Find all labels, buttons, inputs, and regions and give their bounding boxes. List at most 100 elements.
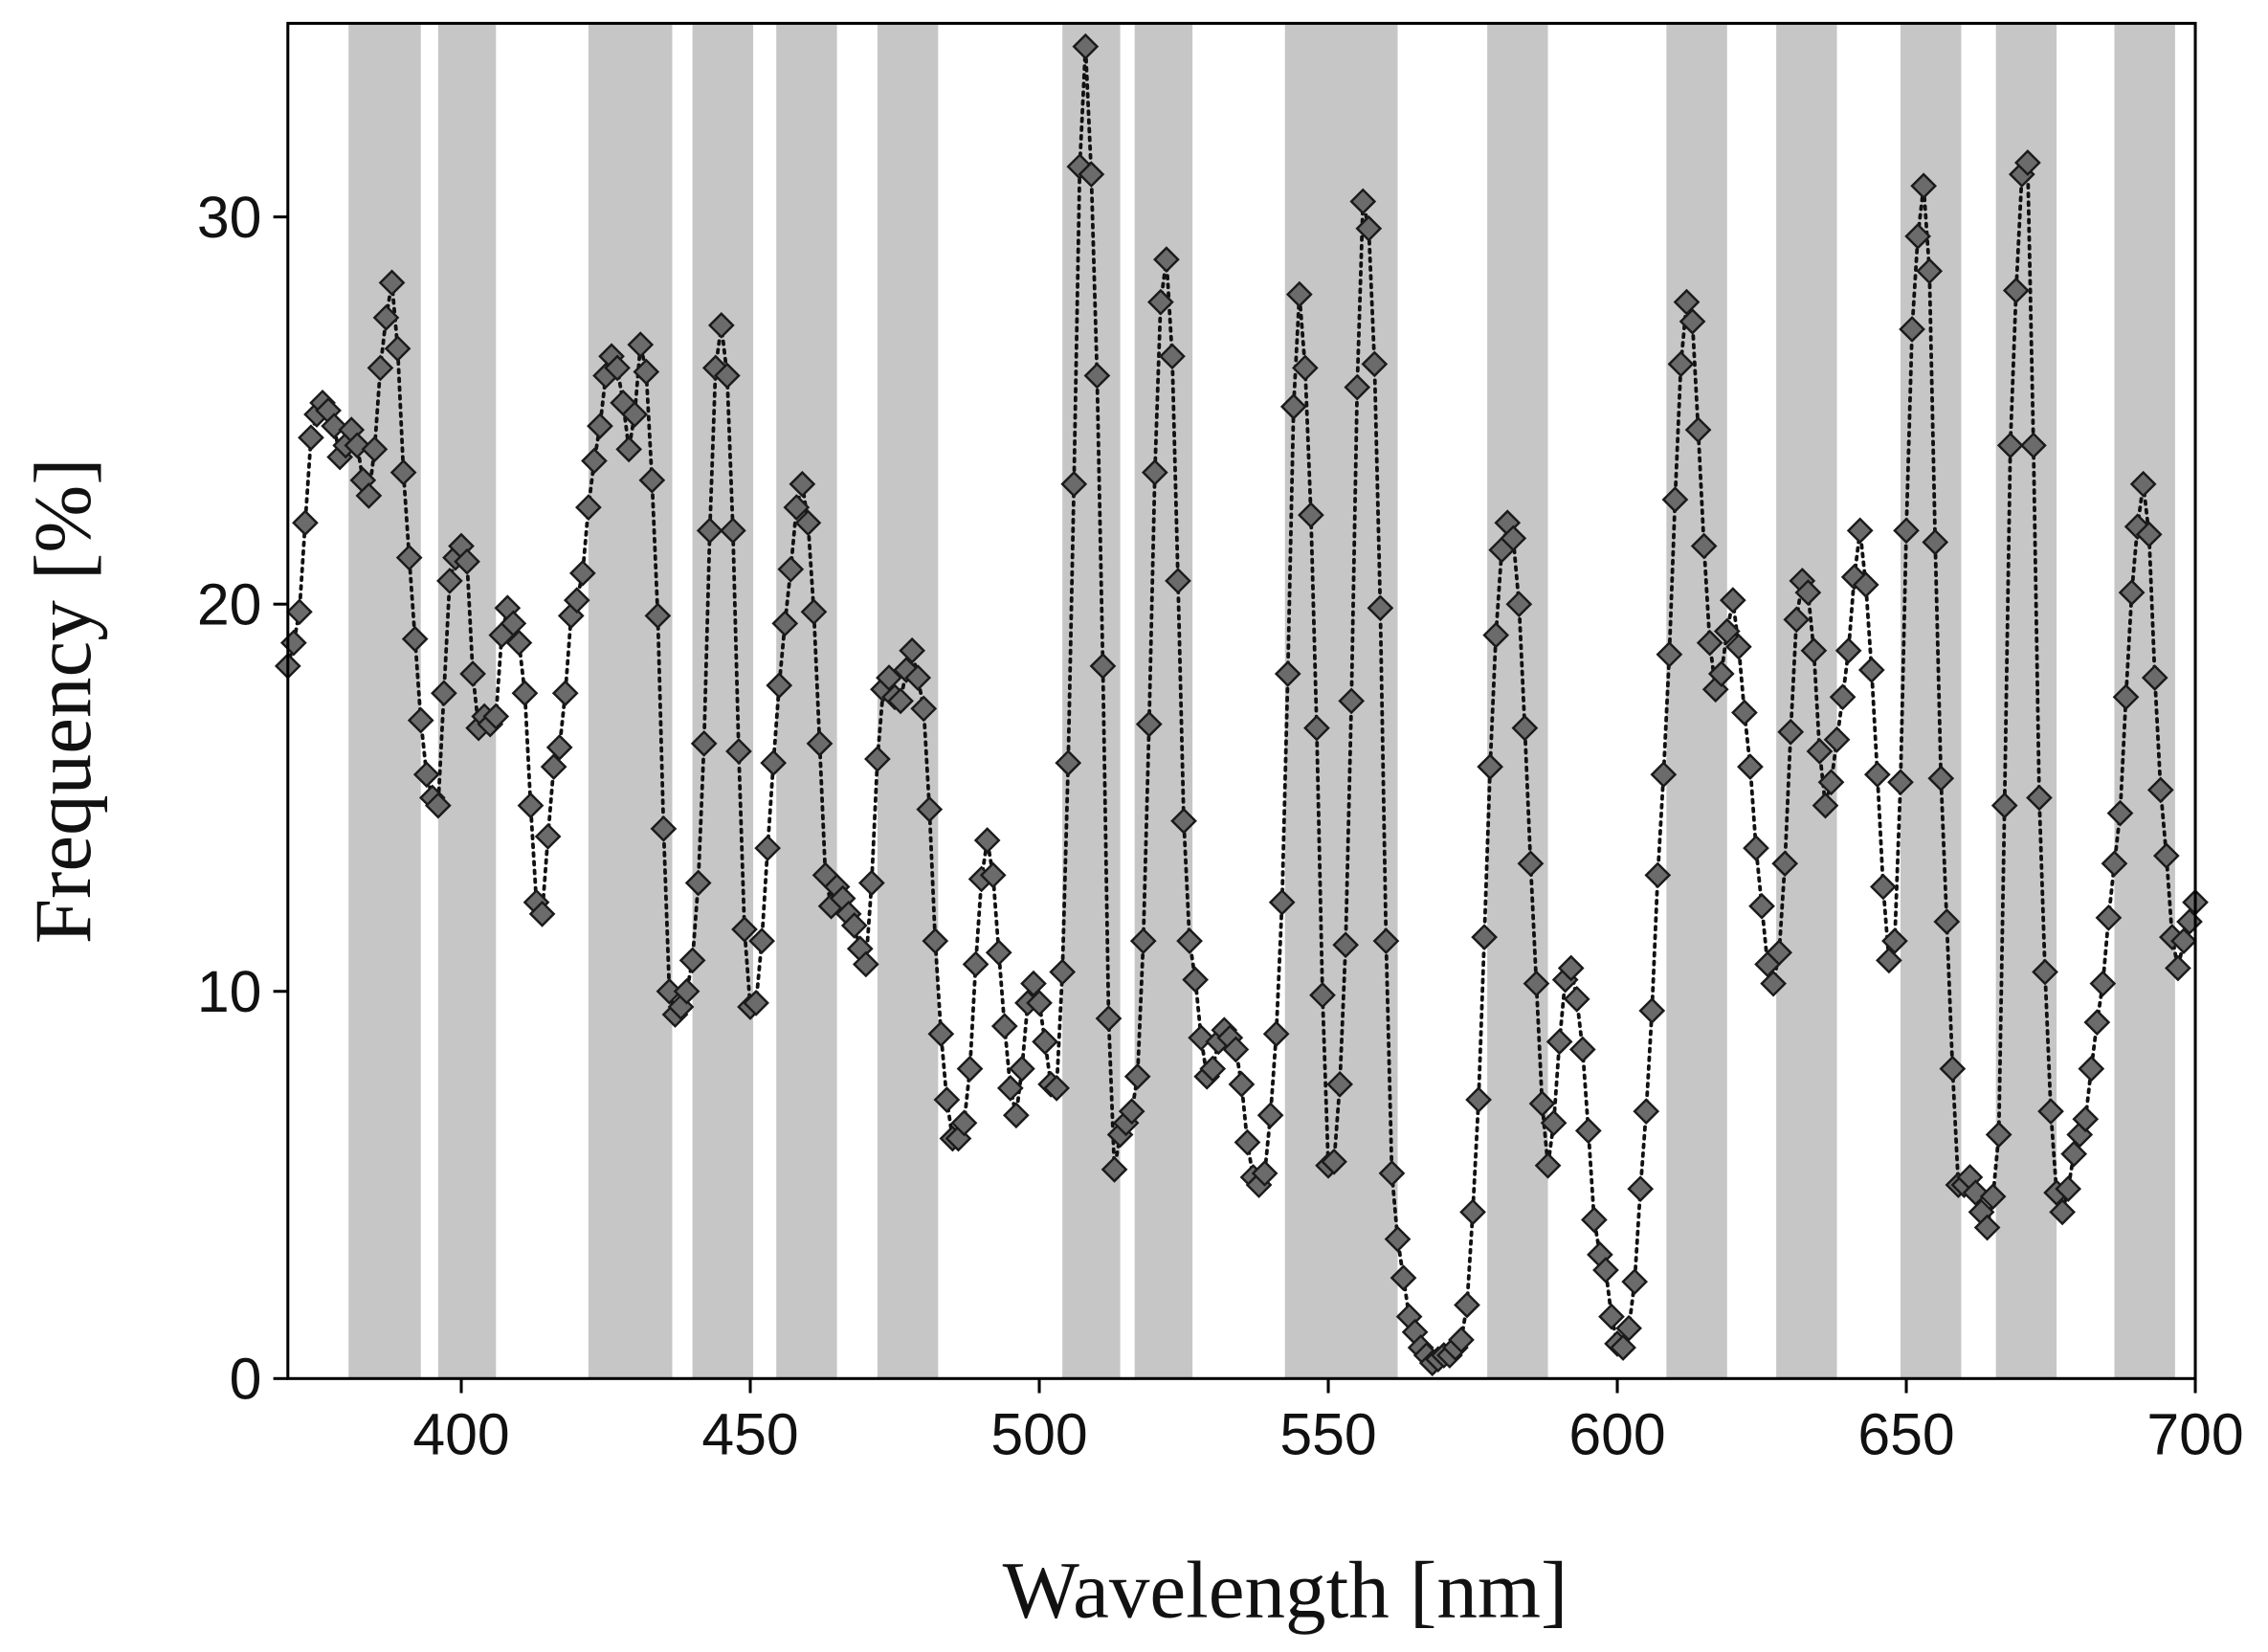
data-point [1834,636,1862,664]
band [1666,23,1727,1379]
data-point [1170,807,1197,835]
data-point [389,458,417,486]
data-point [2013,149,2041,176]
data-point [361,435,389,463]
data-point [1291,354,1319,382]
data-point [372,303,400,331]
data-point [1748,892,1775,920]
data-point [1020,970,1047,997]
data-point [644,602,672,630]
data-point [1465,1086,1492,1113]
data-point [1667,350,1695,378]
data-point [1962,1179,1990,1206]
band [1134,23,1193,1379]
data-point [1454,1291,1480,1319]
data-point [800,598,828,626]
data-point [2176,908,2203,935]
band [776,23,837,1379]
data-point [1390,1264,1417,1291]
data-point [1823,726,1851,753]
data-point [910,695,938,723]
data-point [777,555,805,583]
data-point [1673,288,1701,316]
data-point [2037,1098,2064,1126]
data-point [1927,765,1955,793]
data-point [1979,1183,2007,1211]
data-point [1256,1102,1284,1129]
x-tick-label: 700 [2146,1401,2243,1466]
data-point [707,312,735,339]
data-point [1783,606,1811,634]
data-point [1043,1075,1071,1102]
data-point [1852,571,1879,598]
data-point [545,734,573,761]
data-point [1990,792,2018,819]
data-point [1274,660,1301,687]
data-point [1517,850,1545,878]
data-point [1182,966,1209,993]
y-axis-title: Frequency [%] [18,458,108,944]
data-point [424,792,452,819]
x-tick-label: 400 [412,1401,509,1466]
data-point [395,544,423,571]
data-point [1009,1055,1035,1083]
data-point [2152,842,2180,870]
data-point [1743,835,1769,861]
data-point [1568,1036,1596,1063]
data-point [1078,161,1105,189]
data-point [378,269,406,297]
data-point [431,680,457,707]
x-tick-label: 550 [1279,1401,1376,1466]
data-point [1032,1028,1058,1056]
data-point [1876,947,1902,974]
data-point [725,738,752,765]
data-point [1725,633,1752,660]
data-point [1621,1268,1649,1296]
data-point [1996,432,2024,459]
data-point [500,610,527,637]
data-point [950,1109,978,1137]
data-point [1378,1160,1406,1187]
data-point [1985,1121,2012,1149]
data-point [985,939,1012,967]
data-point [673,977,700,1005]
data-point [321,413,348,439]
data-point [557,602,585,630]
data-point [1234,1128,1261,1156]
data-point [1471,924,1498,950]
data-point [1135,710,1163,738]
data-point [754,835,782,861]
data-point [581,447,608,475]
data-point [412,761,440,789]
data-point [1089,653,1117,680]
data-point [927,1020,955,1048]
data-point [1812,792,1839,819]
data-point [1055,749,1082,776]
data-point [1899,316,1925,343]
data-point [678,947,706,974]
data-point [1563,985,1590,1013]
data-point [1638,997,1666,1024]
band [348,23,421,1379]
data-point [1332,931,1360,959]
data-point [2055,1175,2082,1202]
data-point [840,912,868,939]
data-point [1072,33,1100,60]
data-point [887,687,914,715]
data-point [1448,1326,1475,1353]
data-point [627,331,655,359]
data-point [344,432,371,459]
data-point [962,950,989,978]
data-point [534,823,562,850]
data-point [1846,517,1874,545]
data-point [2135,521,2163,548]
data-point [355,482,383,509]
data-point [511,680,539,707]
data-point [604,354,631,382]
data-point [1933,908,1961,935]
data-point [771,610,799,637]
data-point [1321,1148,1347,1175]
data-point [1118,1098,1145,1126]
data-point [2026,784,2053,812]
